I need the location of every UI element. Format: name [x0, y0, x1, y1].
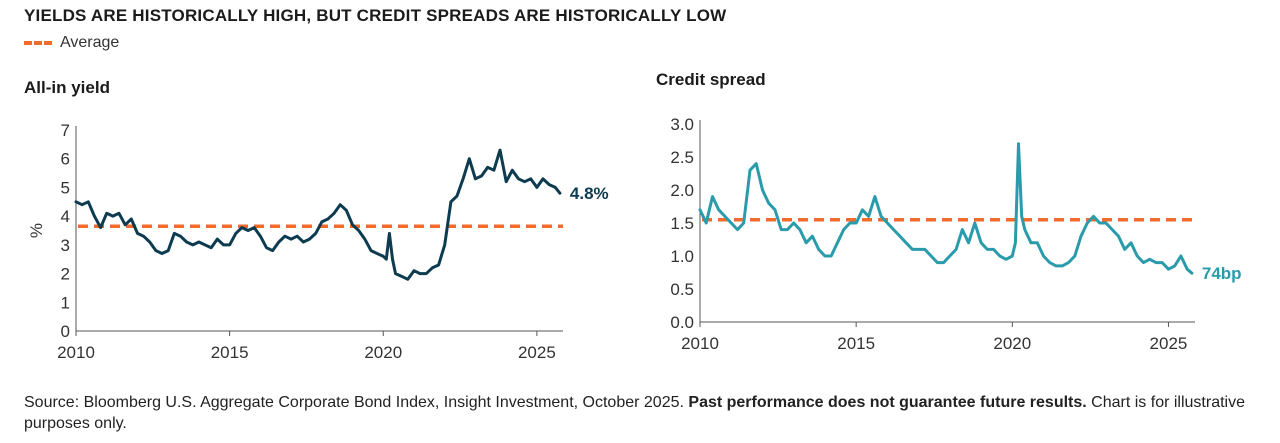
yield-y-tick-label: 6	[61, 150, 70, 169]
spread-y-tick-label: 2.0	[670, 181, 694, 200]
legend-average-swatch	[24, 41, 52, 45]
footer-illustrative: Chart is for illustrative purposes only.	[24, 394, 1245, 432]
yield-end-label: 4.8%	[570, 184, 609, 203]
legend: Average	[24, 34, 119, 52]
spread-series-line	[698, 142, 1194, 275]
yield-y-tick-label: 4	[61, 207, 70, 226]
spread-panel-title: Credit spread	[656, 70, 766, 89]
spread-x-tick-label: 2010	[681, 334, 719, 353]
yield-y-tick-label: 3	[61, 236, 70, 255]
yield-y-axis-label: %	[27, 223, 46, 238]
yield-x-tick-label: 2025	[518, 343, 556, 362]
spread-end-label: 74bp	[1202, 264, 1242, 283]
spread-y-tick-label: 0.0	[670, 313, 694, 332]
spread-y-tick-label: 3.0	[670, 115, 694, 134]
yield-x-tick-label: 2020	[364, 343, 402, 362]
spread-chart: 0.0 0.5 1.0 1.5 2.0 2.5 3.0 2010 2015 2020 2025 74b…	[670, 115, 1242, 353]
spread-y-tick-label: 1.5	[670, 214, 694, 233]
main-title: YIELDS ARE HISTORICALLY HIGH, BUT CREDIT…	[24, 6, 727, 25]
spread-x-tick-label: 2025	[1150, 334, 1188, 353]
yield-y-tick-label: 1	[61, 293, 70, 312]
footer-note: Source: Bloomberg U.S. Aggregate Corpora…	[24, 392, 1254, 434]
spread-y-tick-label: 0.5	[670, 280, 694, 299]
spread-x-tick-label: 2015	[837, 334, 875, 353]
yield-y-tick-label: 0	[61, 322, 70, 341]
footer-source: Source: Bloomberg U.S. Aggregate Corpora…	[24, 394, 684, 411]
yield-series-line	[74, 148, 562, 281]
yield-chart: 0 1 2 3 4 5 6 7 2010 2015 2020 2025% 4.8%	[27, 121, 609, 362]
spread-y-tick-label: 1.0	[670, 247, 694, 266]
yield-y-tick-label: 2	[61, 265, 70, 284]
yield-panel-title: All-in yield	[24, 78, 110, 97]
legend-average-label: Average	[60, 34, 120, 51]
spread-x-tick-label: 2020	[993, 334, 1031, 353]
yield-y-tick-label: 7	[61, 121, 70, 140]
footer-disclaimer: Past performance does not guarantee futu…	[688, 394, 1087, 411]
spread-y-tick-label: 2.5	[670, 148, 694, 167]
yield-y-tick-label: 5	[61, 178, 70, 197]
yield-x-tick-label: 2010	[57, 343, 95, 362]
yield-x-tick-label: 2015	[211, 343, 249, 362]
